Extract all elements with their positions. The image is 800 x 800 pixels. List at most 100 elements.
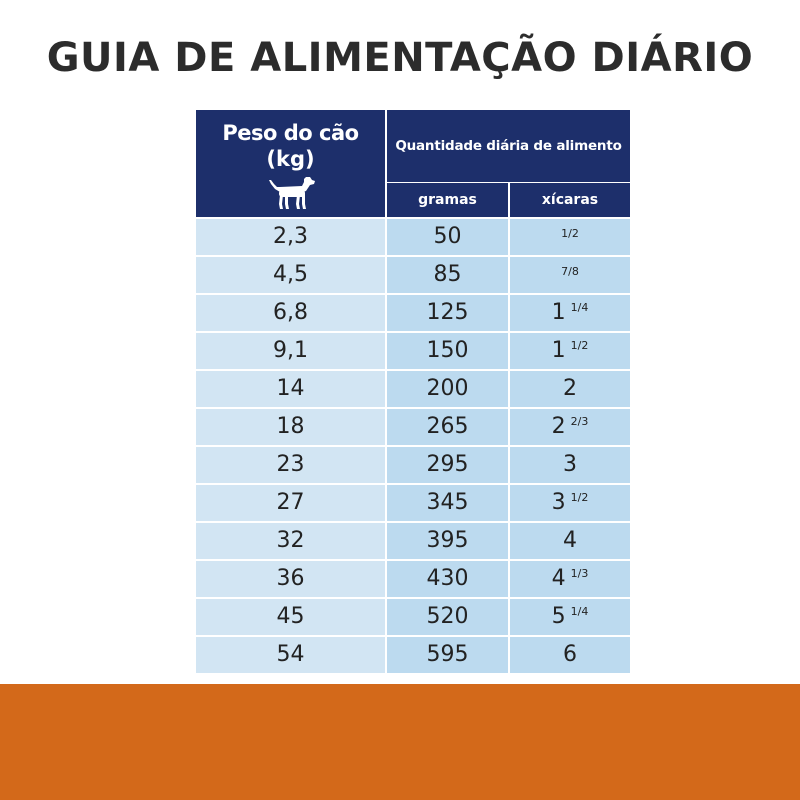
weight-cell: 9,1: [196, 333, 385, 369]
page-title: GUIA DE ALIMENTAÇÃO DIÁRIO: [46, 35, 754, 81]
column-divider: [508, 257, 510, 293]
cups-whole: 5: [551, 604, 566, 629]
grams-cell: 595: [387, 637, 508, 673]
grams-cell: 520: [387, 599, 508, 635]
grams-cell: 150: [387, 333, 508, 369]
bottom-color-band: [0, 684, 800, 800]
table-row: 36 430 4 1/3: [196, 559, 630, 597]
column-divider: [508, 371, 510, 407]
dog-icon: [269, 177, 315, 209]
header-subdivider: [387, 182, 630, 183]
cups-whole: 6: [563, 642, 577, 667]
table-row: 32 395 4: [196, 521, 630, 559]
column-divider: [385, 637, 387, 673]
column-divider: [385, 219, 387, 255]
cups-whole: 4: [563, 528, 577, 553]
cups-column-header: xícaras: [541, 192, 599, 208]
column-divider: [385, 333, 387, 369]
grams-cell: 295: [387, 447, 508, 483]
weight-cell: 18: [196, 409, 385, 445]
cups-fraction: 2/3: [570, 415, 589, 428]
weight-cell: 23: [196, 447, 385, 483]
table-row: 27 345 3 1/2: [196, 483, 630, 521]
weight-cell: 6,8: [196, 295, 385, 331]
weight-cell: 45: [196, 599, 385, 635]
cups-cell: 4 1/3: [510, 561, 630, 597]
weight-header-unit: (kg): [266, 147, 315, 171]
table-row: 4,5 85 7/8: [196, 255, 630, 293]
column-divider: [508, 447, 510, 483]
weight-cell: 54: [196, 637, 385, 673]
header-subdivider-vertical: [508, 183, 510, 217]
table-row: 9,1 150 1 1/2: [196, 331, 630, 369]
cups-cell: 5 1/4: [510, 599, 630, 635]
cups-fraction: 1/3: [570, 567, 589, 580]
grams-cell: 50: [387, 219, 508, 255]
cups-whole: 3: [551, 490, 566, 515]
cups-cell: 3 1/2: [510, 485, 630, 521]
cups-cell: 4: [510, 523, 630, 559]
column-divider: [385, 561, 387, 597]
grams-cell: 430: [387, 561, 508, 597]
table-row: 6,8 125 1 1/4: [196, 293, 630, 331]
column-divider: [508, 219, 510, 255]
weight-cell: 32: [196, 523, 385, 559]
header-divider: [385, 110, 387, 217]
cups-whole: 4: [551, 566, 566, 591]
column-divider: [508, 333, 510, 369]
cups-cell: 1/2: [510, 219, 630, 255]
cups-whole: 1: [551, 338, 566, 363]
feeding-table: Peso do cão (kg) Quantidade diária de al…: [196, 110, 630, 673]
weight-cell: 2,3: [196, 219, 385, 255]
weight-cell: 36: [196, 561, 385, 597]
table-row: 54 595 6: [196, 635, 630, 673]
cups-whole: 2: [551, 414, 566, 439]
cups-fraction: 1/4: [570, 301, 589, 314]
column-divider: [508, 637, 510, 673]
cups-fraction: 1/2: [570, 491, 589, 504]
column-divider: [385, 447, 387, 483]
column-divider: [385, 295, 387, 331]
table-row: 23 295 3: [196, 445, 630, 483]
table-body: 2,3 50 1/2 4,5 85 7/8 6,8 125 1 1/4 9,1 150 1 1/2 14 20…: [196, 217, 630, 673]
column-divider: [385, 409, 387, 445]
cups-whole: 2: [563, 376, 577, 401]
column-divider: [385, 599, 387, 635]
grams-cell: 345: [387, 485, 508, 521]
weight-cell: 14: [196, 371, 385, 407]
column-divider: [508, 485, 510, 521]
cups-cell: 7/8: [510, 257, 630, 293]
grams-cell: 395: [387, 523, 508, 559]
column-divider: [508, 523, 510, 559]
weight-header-label: Peso do cão: [222, 121, 359, 145]
column-divider: [508, 295, 510, 331]
grams-cell: 200: [387, 371, 508, 407]
cups-cell: 2 2/3: [510, 409, 630, 445]
cups-fraction: 1/2: [570, 339, 589, 352]
cups-cell: 2: [510, 371, 630, 407]
column-divider: [385, 371, 387, 407]
table-row: 2,3 50 1/2: [196, 217, 630, 255]
column-divider: [508, 409, 510, 445]
cups-whole: 1: [551, 300, 566, 325]
table-row: 14 200 2: [196, 369, 630, 407]
cups-fraction: 1/2: [561, 227, 579, 240]
column-divider: [508, 599, 510, 635]
cups-cell: 6: [510, 637, 630, 673]
column-divider: [385, 523, 387, 559]
grams-column-header: gramas: [418, 192, 477, 208]
table-row: 18 265 2 2/3: [196, 407, 630, 445]
cups-cell: 1 1/4: [510, 295, 630, 331]
column-divider: [385, 485, 387, 521]
column-divider: [385, 257, 387, 293]
cups-whole: 3: [563, 452, 577, 477]
cups-cell: 1 1/2: [510, 333, 630, 369]
grams-cell: 85: [387, 257, 508, 293]
weight-cell: 4,5: [196, 257, 385, 293]
table-header: Peso do cão (kg) Quantidade diária de al…: [196, 110, 630, 217]
table-row: 45 520 5 1/4: [196, 597, 630, 635]
weight-cell: 27: [196, 485, 385, 521]
weight-column-header: Peso do cão (kg): [196, 110, 385, 217]
column-divider: [508, 561, 510, 597]
